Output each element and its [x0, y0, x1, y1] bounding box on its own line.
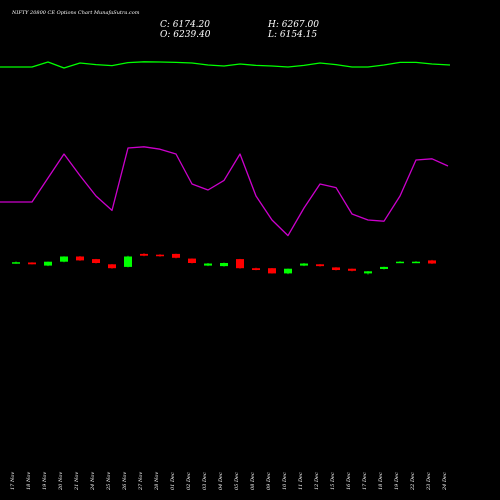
candle-body	[140, 253, 148, 256]
close-value: C: 6174.20	[160, 20, 210, 30]
x-tick-label: 16 Dec	[346, 472, 352, 490]
candle-body	[348, 268, 356, 271]
x-tick-label: 17 Dec	[362, 472, 368, 490]
candle-body	[156, 254, 164, 257]
candle-body	[284, 268, 292, 274]
x-tick-label: 03 Dec	[202, 472, 208, 490]
x-tick-label: 25 Nov	[106, 472, 112, 491]
magenta-series-line	[0, 146, 449, 237]
x-tick-label: 05 Dec	[234, 472, 240, 490]
candle-body	[76, 256, 84, 261]
candle-body	[252, 268, 260, 271]
candle-body	[44, 261, 52, 266]
x-tick-label: 11 Dec	[298, 472, 304, 490]
x-tick-label: 26 Nov	[122, 472, 128, 491]
candle-body	[204, 263, 212, 266]
candle-body	[108, 264, 116, 269]
x-tick-label: 19 Dec	[394, 472, 400, 490]
candle-body	[60, 256, 68, 262]
candle-body	[268, 268, 276, 274]
x-tick-label: 15 Dec	[330, 472, 336, 490]
x-tick-label: 08 Dec	[250, 472, 256, 490]
candle-body	[12, 262, 20, 264]
x-tick-label: 22 Dec	[410, 472, 416, 491]
candle-body	[172, 253, 180, 258]
candle-body	[364, 271, 372, 274]
x-tick-label: 28 Nov	[154, 472, 160, 491]
x-tick-label: 24 Dec	[442, 472, 448, 491]
x-tick-label: 23 Dec	[426, 472, 432, 491]
open-value: O: 6239.40	[160, 30, 211, 40]
x-tick-label: 12 Dec	[314, 472, 320, 490]
candle-body	[332, 267, 340, 271]
x-tick-label: 09 Dec	[266, 472, 272, 490]
candle-body	[316, 264, 324, 267]
candle-body	[220, 263, 228, 267]
x-tick-label: 27 Nov	[138, 472, 144, 491]
x-tick-label: 10 Dec	[282, 472, 288, 490]
x-tick-label: 02 Dec	[186, 472, 192, 490]
green-series-line	[0, 61, 451, 69]
x-tick-label: 18 Dec	[378, 472, 384, 490]
x-tick-label: 01 Dec	[170, 472, 176, 490]
low-value: L: 6154.15	[268, 30, 318, 40]
candle-body	[28, 262, 36, 265]
high-value: H: 6267.00	[268, 20, 319, 30]
chart-title: NIFTY 20800 CE Options Chart MunafaSutra…	[12, 10, 140, 16]
x-tick-label: 17 Nov	[10, 472, 16, 490]
x-tick-label: 20 Nov	[58, 472, 64, 491]
x-tick-label: 19 Nov	[42, 472, 48, 490]
candle-body	[428, 260, 436, 264]
x-tick-label: 24 Nov	[90, 472, 96, 491]
x-tick-label: 18 Nov	[26, 472, 32, 490]
candle-body	[92, 259, 100, 263]
candle-body	[300, 263, 308, 266]
candle-body	[396, 261, 404, 264]
x-tick-label: 21 Nov	[74, 472, 80, 491]
candle-body	[412, 261, 420, 264]
x-tick-label: 04 Dec	[218, 472, 224, 490]
candle-body	[188, 258, 196, 263]
candle-body	[380, 266, 388, 269]
candle-body	[236, 259, 244, 269]
candle-body	[124, 256, 132, 267]
